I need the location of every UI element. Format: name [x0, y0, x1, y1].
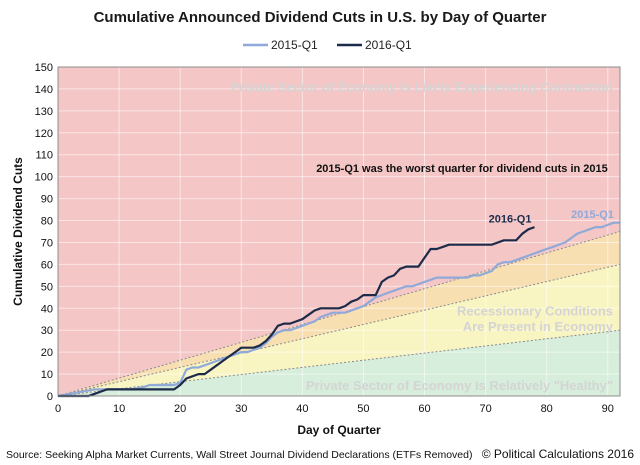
y-tick-label-90: 90: [41, 194, 53, 206]
y-tick-label-150: 150: [35, 62, 53, 74]
x-tick-label-60: 60: [418, 403, 430, 415]
zone-label-recessionary-line2: Are Present in Economy: [463, 319, 614, 334]
y-tick-label-40: 40: [41, 303, 53, 315]
plot-area: Private Sector of Economy Is Likely Expe…: [57, 66, 621, 398]
x-tick-label-80: 80: [541, 403, 553, 415]
chart-title: Cumulative Announced Dividend Cuts in U.…: [94, 9, 547, 26]
legend-label-2015-q1: 2015-Q1: [271, 38, 318, 52]
legend-label-2016-q1: 2016-Q1: [365, 38, 412, 52]
zone-contraction: [58, 67, 620, 396]
y-tick-label-130: 130: [35, 106, 53, 118]
x-tick-label-40: 40: [296, 403, 308, 415]
x-tick-label-70: 70: [479, 403, 491, 415]
x-axis-ticks: 0 10 20 30 40 50 60 70 80 90: [55, 403, 614, 415]
footer-copyright: © Political Calculations 2016: [482, 447, 635, 461]
plot-border: [57, 66, 621, 397]
zone-label-contraction: Private Sector of Economy Is Likely Expe…: [231, 80, 613, 95]
x-tick-label-50: 50: [357, 403, 369, 415]
y-tick-label-120: 120: [35, 128, 53, 140]
legend: 2015-Q1 2016-Q1: [243, 38, 412, 52]
y-tick-label-100: 100: [35, 172, 53, 184]
x-tick-label-20: 20: [174, 403, 186, 415]
y-tick-label-10: 10: [41, 369, 53, 381]
series-line-2015-q1: [57, 221, 620, 398]
x-tick-label-10: 10: [113, 403, 125, 415]
y-tick-label-30: 30: [41, 325, 53, 337]
y-tick-label-80: 80: [41, 216, 53, 228]
y-tick-label-50: 50: [41, 281, 53, 293]
x-axis-label: Day of Quarter: [297, 423, 381, 437]
y-tick-label-110: 110: [35, 150, 53, 162]
zone-label-recessionary-line1: Recessionary Conditions: [457, 303, 613, 318]
annotation-worst-quarter: 2015-Q1 was the worst quarter for divide…: [316, 163, 608, 175]
annotation-2016-q1: 2016-Q1: [489, 213, 532, 225]
x-tick-label-0: 0: [55, 403, 61, 415]
y-tick-label-140: 140: [35, 84, 53, 96]
y-axis-label: Cumulative Dividend Cuts: [11, 157, 25, 306]
x-tick-label-90: 90: [602, 403, 614, 415]
x-tick-label-30: 30: [235, 403, 247, 415]
y-tick-label-20: 20: [41, 347, 53, 359]
y-tick-label-60: 60: [41, 259, 53, 271]
annotation-2015-q1: 2015-Q1: [571, 209, 614, 221]
y-axis-ticks: 0 10 20 30 40 50 60 70 80 90 100 110 120 130 140 150: [35, 62, 53, 403]
y-tick-label-0: 0: [47, 391, 53, 403]
series-line-2016-q1: [58, 226, 535, 398]
y-tick-label-70: 70: [41, 237, 53, 249]
footer-source: Source: Seeking Alpha Market Currents, W…: [6, 449, 472, 461]
zone-label-healthy: Private Sector of Economy Is Relatively …: [306, 378, 613, 393]
reference-line-1: [57, 263, 621, 397]
